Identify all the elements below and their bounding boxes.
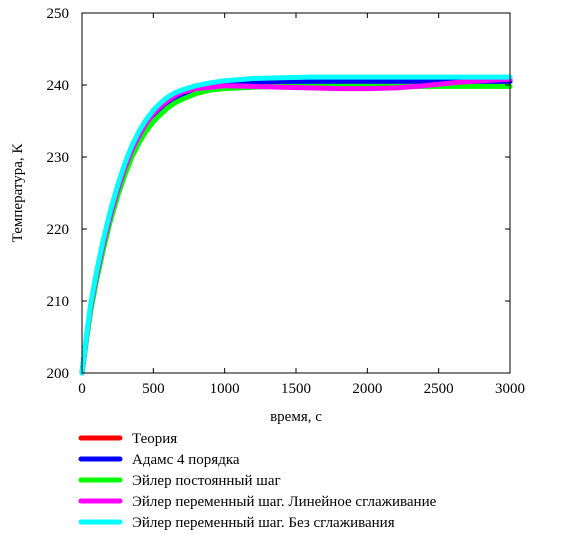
- x-tick-label: 1500: [281, 381, 311, 397]
- x-tick-label: 2500: [424, 381, 454, 397]
- x-tick-labels: 0 500 1000 1500 2000 2500 3000: [78, 381, 525, 397]
- series-line-3: [79, 83, 513, 376]
- x-tick-label: 2000: [352, 381, 382, 397]
- y-tick-label: 230: [47, 150, 70, 166]
- legend-label-3: Эйлер постоянный шаг: [132, 473, 281, 489]
- series-line-5: [79, 74, 513, 376]
- legend: Теория Адамс 4 порядка Эйлер постоянный ша…: [78, 431, 437, 531]
- legend-label-5: Эйлер переменный шаг. Без сглаживания: [132, 515, 395, 531]
- y-tick-label: 250: [47, 6, 70, 22]
- plot-frame: [81, 12, 511, 374]
- x-tick-label: 0: [78, 381, 86, 397]
- legend-label-4: Эйлер переменный шаг. Линейное сглаживан…: [132, 494, 437, 510]
- legend-label-1: Теория: [132, 431, 177, 447]
- x-tick-label: 1000: [210, 381, 240, 397]
- y-tick-label: 220: [47, 222, 70, 238]
- legend-label-2: Адамс 4 порядка: [132, 452, 240, 468]
- y-tick-label: 240: [47, 78, 70, 94]
- x-tick-label: 500: [142, 381, 165, 397]
- y-tick-label: 210: [47, 294, 70, 310]
- series-layer: [79, 74, 513, 376]
- y-tick-labels: 200 210 220 230 240 250: [47, 6, 70, 382]
- x-tick-label: 3000: [495, 381, 525, 397]
- x-axis-label: время, с: [270, 409, 322, 425]
- y-tick-label: 200: [47, 366, 70, 382]
- y-axis-label: Температура, К: [10, 143, 26, 243]
- tick-marks: [81, 12, 511, 374]
